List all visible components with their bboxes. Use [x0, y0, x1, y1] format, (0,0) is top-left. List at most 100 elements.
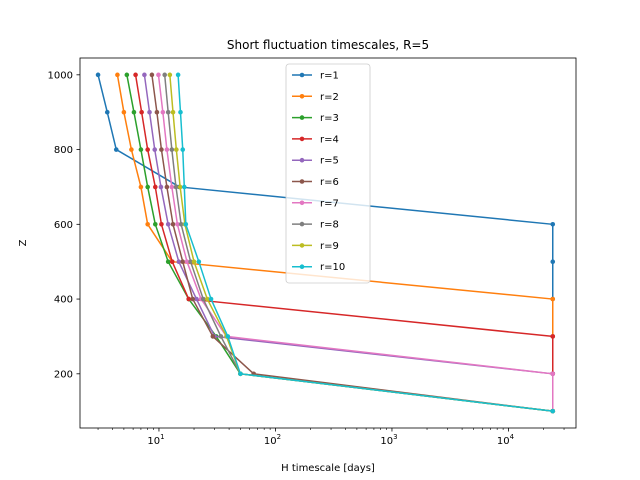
data-point	[165, 259, 171, 264]
data-point	[173, 184, 179, 190]
data-point	[178, 222, 184, 227]
legend-label: r=6	[320, 177, 339, 188]
data-point	[147, 109, 152, 115]
data-point	[176, 259, 182, 264]
data-point	[550, 222, 556, 227]
legend-item: r=4	[292, 134, 339, 145]
x-tick-label: 103	[380, 433, 397, 447]
data-point	[138, 147, 144, 152]
legend-marker	[299, 264, 305, 270]
data-point	[164, 184, 170, 190]
data-point	[159, 147, 164, 152]
data-point	[156, 72, 161, 78]
data-point	[169, 184, 175, 190]
legend-box	[285, 63, 371, 284]
data-point	[178, 109, 183, 115]
data-point	[208, 296, 214, 302]
legend-item: r=7	[292, 198, 339, 209]
data-point	[133, 72, 138, 78]
data-point	[139, 109, 144, 115]
data-point	[162, 72, 167, 78]
legend-label: r=10	[320, 262, 345, 273]
x-tick-label: 104	[497, 433, 515, 447]
data-point	[145, 184, 150, 190]
plot-area	[95, 72, 556, 414]
legend-marker	[299, 157, 305, 163]
series-line	[134, 74, 554, 412]
x-axis-title: H timescale [days]	[281, 463, 375, 474]
x-tick-label-exponent: 1	[160, 433, 164, 441]
data-point	[550, 259, 556, 264]
data-point	[550, 371, 556, 377]
data-point	[165, 109, 171, 115]
data-point	[175, 222, 180, 227]
x-tick-label-base: 10	[497, 436, 510, 447]
data-point	[169, 147, 175, 152]
data-point	[138, 184, 144, 190]
data-point	[124, 72, 130, 78]
data-point	[164, 147, 170, 152]
data-point	[113, 147, 119, 152]
x-tick-label-exponent: 4	[510, 433, 515, 441]
data-point	[170, 222, 176, 227]
data-point	[182, 184, 187, 190]
legend-marker	[299, 200, 305, 206]
series-line	[157, 74, 554, 412]
legend-label: r=8	[320, 220, 339, 231]
y-tick-label: 800	[54, 145, 73, 156]
legend-marker	[299, 94, 305, 99]
legend-item: r=2	[292, 92, 339, 103]
data-point	[95, 72, 101, 78]
data-point	[238, 371, 243, 377]
data-point	[210, 334, 216, 339]
legend-item: r=10	[292, 262, 345, 273]
data-point	[160, 109, 166, 115]
data-point	[175, 72, 181, 78]
x-tick-label: 102	[264, 433, 281, 447]
legend-item: r=6	[292, 177, 339, 188]
legend-marker	[299, 115, 305, 120]
series-line	[126, 74, 553, 412]
data-point	[129, 147, 134, 152]
data-point	[115, 72, 120, 78]
x-minor-ticks	[97, 428, 565, 430]
data-point	[121, 109, 127, 115]
data-point	[131, 109, 137, 115]
x-tick-label-base: 10	[380, 436, 393, 447]
axes-frame	[79, 57, 577, 429]
x-tick-label-base: 10	[264, 436, 277, 447]
legend-marker	[299, 72, 305, 78]
data-point	[158, 184, 164, 190]
data-point	[167, 72, 173, 78]
legend-marker	[299, 179, 305, 184]
data-point	[142, 72, 147, 78]
data-point	[184, 259, 190, 264]
data-point	[180, 259, 186, 264]
data-point	[174, 147, 179, 152]
legend-marker	[299, 221, 305, 227]
data-point	[550, 296, 556, 302]
data-point	[550, 334, 556, 339]
data-point	[196, 259, 202, 264]
legend-marker	[299, 243, 305, 248]
data-point	[550, 408, 556, 414]
data-point	[152, 147, 158, 152]
data-point	[152, 184, 158, 190]
data-point	[186, 296, 191, 302]
data-point	[183, 222, 189, 227]
chart-title: Short fluctuation timescales, R=5	[227, 38, 429, 52]
data-point	[225, 334, 231, 339]
legend-label: r=9	[320, 241, 339, 252]
data-point	[190, 296, 196, 302]
data-point	[218, 334, 224, 339]
x-tick-label: 101	[147, 433, 164, 447]
legend-marker	[299, 136, 305, 142]
legend-label: r=3	[320, 113, 339, 124]
data-point	[194, 296, 199, 302]
x-tick-label-exponent: 2	[277, 433, 281, 441]
series-r-10	[175, 72, 556, 414]
data-point	[200, 296, 206, 302]
legend-item: r=9	[292, 241, 339, 252]
legend-label: r=4	[320, 134, 339, 145]
data-point	[170, 109, 176, 115]
